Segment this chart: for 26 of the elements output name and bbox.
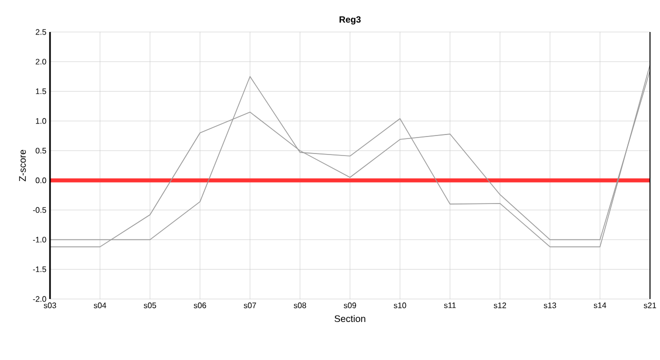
x-tick-label: s07 <box>244 302 256 308</box>
x-tick-label: s08 <box>294 302 306 308</box>
x-tick-label: s13 <box>544 302 556 308</box>
x-tick-label: s06 <box>194 302 206 308</box>
x-tick-label: s21 <box>644 302 656 308</box>
x-tick-label: s04 <box>94 302 106 308</box>
y-tick-label: -1.5 <box>33 266 46 272</box>
x-tick-label: s10 <box>394 302 406 308</box>
y-tick-label: 0.0 <box>36 178 46 184</box>
y-tick-label: 2.0 <box>36 58 46 65</box>
y-tick-label: -2.0 <box>33 296 46 302</box>
y-tick-label: -0.5 <box>33 207 46 213</box>
x-tick-label: s11 <box>444 302 456 308</box>
y-tick-label: 1.0 <box>36 118 46 124</box>
y-tick-label: -1.0 <box>33 236 46 242</box>
x-tick-label: s05 <box>144 302 156 308</box>
x-tick-label: s03 <box>44 302 56 308</box>
x-tick-label: s12 <box>494 302 506 308</box>
y-axis-title: Z-score <box>19 150 26 182</box>
y-tick-label: 2.5 <box>36 29 46 35</box>
x-tick-label: s09 <box>344 302 356 308</box>
x-tick-label: s14 <box>594 302 606 308</box>
y-tick-label: 1.5 <box>36 88 46 94</box>
chart-title: Reg3 <box>340 16 361 24</box>
y-tick-label: 0.5 <box>36 148 46 154</box>
x-axis-title: Section <box>334 315 366 322</box>
